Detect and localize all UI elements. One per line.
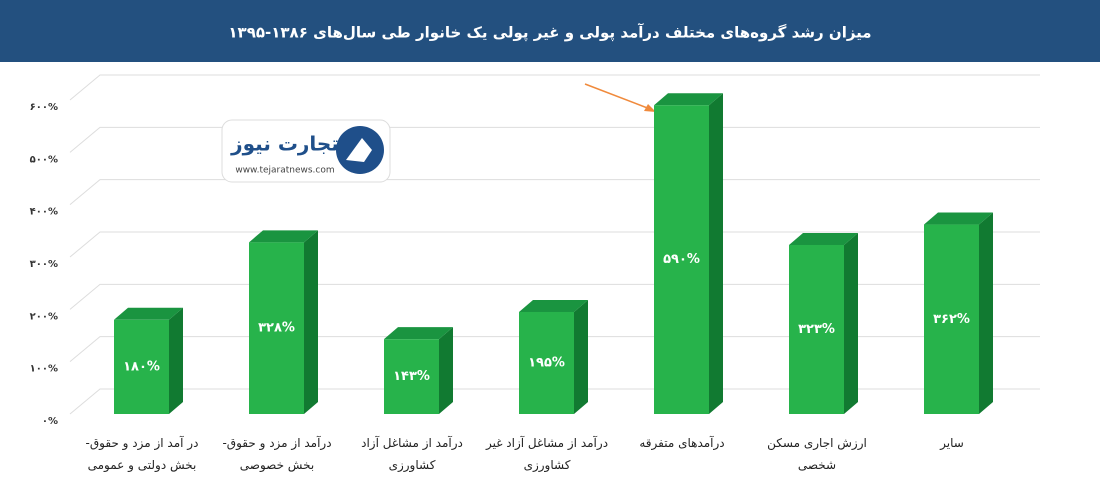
x-tick-label: درآمد از مشاغل آزاد کشاورزی [361,436,463,472]
grid-line [69,388,1040,415]
bar-side [439,327,453,414]
bar-front [654,105,709,414]
logo-mark [346,138,372,162]
bar-front [789,244,844,414]
bar-top [519,299,588,312]
bar [384,327,453,414]
value-label: ۱۸۰% [123,359,160,374]
bar-side [844,232,858,414]
y-tick-label: ۱۰۰% [30,364,58,375]
bar-side [979,212,993,414]
y-tick-label: ۶۰۰% [30,102,58,113]
bar [924,212,993,414]
x-tick-label: درآمدهای متفرقه [639,436,725,450]
grid-line [69,283,1040,310]
bar [114,307,183,414]
arrow-head [644,104,656,112]
bar-front [924,224,979,414]
value-label: ۱۴۳% [393,369,430,384]
value-label: ۳۲۸% [258,321,295,336]
x-tick-label: درآمد از مزد و حقوق- بخش خصوصی [222,436,332,472]
x-tick-label: در آمد از مزد و حقوق- بخش دولتی و عمومی [85,436,199,472]
bar-side [574,299,588,414]
value-label: ۵۹۰% [663,252,700,267]
grid [69,74,1040,415]
grid-line [69,74,1040,101]
logo-url: www.tejaratnews.com [235,166,334,176]
bar-side [709,93,723,414]
grid-line [69,336,1040,363]
bar [789,232,858,414]
grid-line [69,231,1040,258]
bar-front [114,319,169,414]
logo: تجارت نیوز www.tejaratnews.com [221,119,391,183]
y-tick-label: ۲۰۰% [30,311,58,322]
y-tick-label: ۵۰۰% [30,154,58,165]
bar [654,93,723,414]
bar-top [924,212,993,225]
y-tick-label: ۴۰۰% [30,207,58,218]
value-label: ۳۶۲% [933,312,970,327]
bar-top [249,230,318,243]
value-label: ۱۹۵% [528,355,565,370]
bar [519,299,588,414]
bar-front [249,242,304,414]
bar-side [169,307,183,414]
bar-front [519,311,574,414]
y-tick-label: ۰% [42,416,58,427]
value-label: ۳۲۳% [798,322,835,337]
x-tick-label: سایر [940,436,964,450]
bar-top [384,327,453,340]
x-tick-label: درآمد از مشاغل آزاد غیر کشاورزی [485,436,609,472]
grid-line [69,179,1040,206]
logo-name: تجارت نیوز [230,132,339,156]
grid-line [69,126,1040,153]
bar-top [654,93,723,106]
header-band [0,0,1100,62]
bar-top [114,307,183,320]
bar-top [789,232,858,245]
bar-side [304,230,318,414]
y-tick-label: ۳۰۰% [30,259,58,270]
chart-title: میزان رشد گروه‌های مختلف درآمد پولی و غی… [228,24,871,43]
x-tick-label: ارزش اجاری مسکن شخصی [767,436,867,472]
bar [249,230,318,414]
arrow [584,83,651,110]
bar-front [384,339,439,414]
